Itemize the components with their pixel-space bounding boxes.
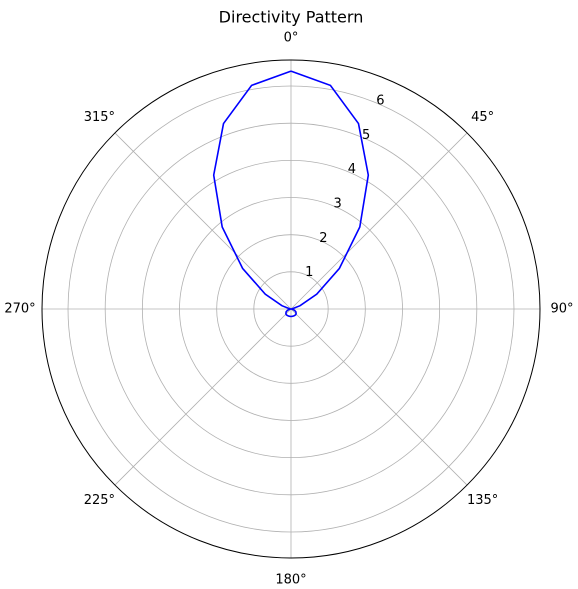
r-tick-label: 5 [362, 128, 370, 143]
theta-tick-label: 135° [467, 493, 498, 508]
theta-tick-label: 0° [284, 31, 299, 46]
grid-spoke [290, 308, 468, 486]
r-tick-label: 6 [376, 93, 384, 108]
r-tick-label: 3 [334, 196, 342, 211]
r-tick-label: 1 [305, 265, 313, 280]
r-tick-label: 2 [319, 231, 327, 246]
grid-ring [141, 159, 441, 459]
grid-ring [216, 234, 366, 384]
theta-tick-label: 45° [471, 110, 494, 125]
theta-tick-label: 90° [550, 302, 573, 317]
theta-tick-label: 180° [275, 573, 306, 588]
r-tick-label: 4 [348, 162, 356, 177]
theta-tick-label: 225° [84, 493, 115, 508]
grid-spoke [114, 132, 292, 310]
chart-title: Directivity Pattern [219, 8, 364, 27]
grid-spoke [114, 308, 292, 486]
grid-ring [67, 85, 515, 533]
grid-spoke [290, 132, 468, 310]
polar-frame [41, 59, 541, 559]
grid-ring [104, 122, 478, 496]
theta-tick-label: 315° [84, 110, 115, 125]
grid-ring [179, 197, 403, 421]
grid-ring [253, 271, 329, 347]
pattern-line [212, 70, 370, 318]
theta-tick-label: 270° [4, 302, 35, 317]
